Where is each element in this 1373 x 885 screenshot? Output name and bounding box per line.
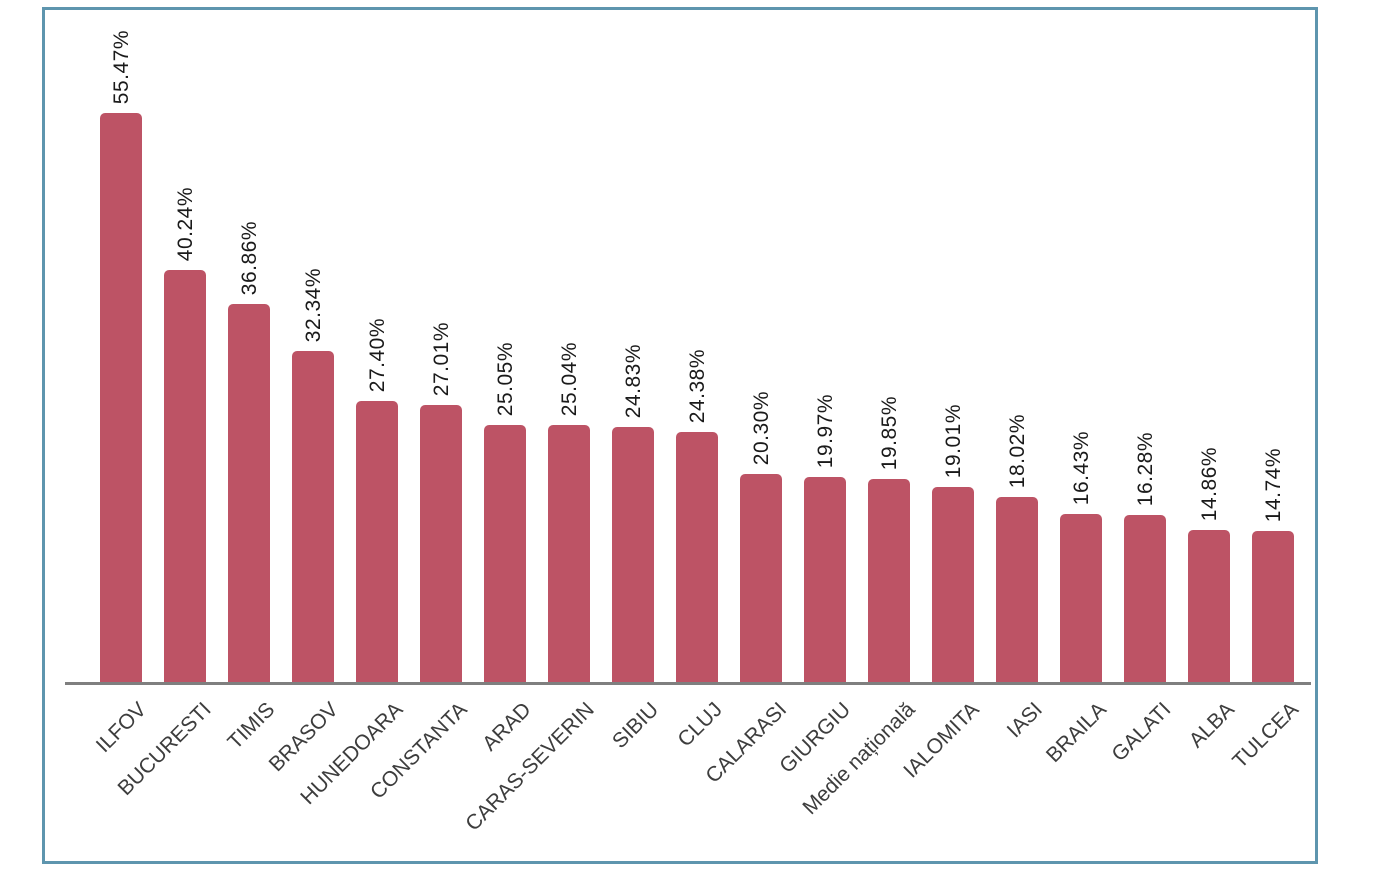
- bar-value-label: 16.28%: [1133, 431, 1157, 506]
- bar: [1124, 515, 1166, 682]
- bar-column: 36.86%: [228, 221, 270, 682]
- bar: [1252, 531, 1294, 682]
- bar-chart: 55.47% 40.24% 36.86% 32.34% 27.40% 27.01% 25.0…: [45, 10, 1315, 861]
- bar: [1188, 530, 1230, 682]
- x-tick-label: TIMIS: [223, 698, 280, 754]
- bar-column: 55.47%: [100, 30, 142, 682]
- bar: [484, 425, 526, 682]
- bar-value-label: 18.02%: [1005, 413, 1029, 488]
- bar: [100, 113, 142, 682]
- bar-column: 16.28%: [1124, 432, 1166, 682]
- x-tick-label: TULCEA: [1228, 698, 1304, 773]
- bar: [996, 497, 1038, 682]
- x-tick-label: CLUJ: [673, 698, 728, 752]
- x-tick-label: IASI: [1002, 698, 1048, 743]
- bar: [164, 270, 206, 682]
- bar: [548, 425, 590, 682]
- bar-column: 27.01%: [420, 322, 462, 682]
- bar-column: 24.83%: [612, 344, 654, 682]
- bar-column: 19.01%: [932, 404, 974, 682]
- x-tick-label: ARAD: [477, 698, 536, 756]
- x-tick-label: Medie națională: [798, 698, 920, 820]
- bar-value-label: 20.30%: [749, 390, 773, 465]
- bar-value-label: 27.40%: [365, 317, 389, 392]
- chart-panel: 55.47% 40.24% 36.86% 32.34% 27.40% 27.01% 25.0…: [42, 7, 1318, 864]
- bar-value-label: 27.01%: [429, 321, 453, 396]
- bar-column: 24.38%: [676, 349, 718, 682]
- bar-column: 14.86%: [1188, 447, 1230, 682]
- bar-value-label: 55.47%: [109, 29, 133, 104]
- bar-value-label: 19.97%: [813, 393, 837, 468]
- bar-value-label: 14.74%: [1261, 447, 1285, 522]
- bar: [292, 351, 334, 682]
- bar: [804, 477, 846, 682]
- bar-column: 19.97%: [804, 394, 846, 682]
- x-axis-line: [65, 682, 1311, 685]
- bar: [228, 304, 270, 682]
- bar-column: 16.43%: [1060, 431, 1102, 682]
- bar: [932, 487, 974, 682]
- x-tick-label: GALATI: [1107, 698, 1176, 766]
- bar-value-label: 16.43%: [1069, 430, 1093, 505]
- x-tick-label: ALBA: [1185, 698, 1240, 753]
- bar-value-label: 24.83%: [621, 343, 645, 418]
- bar-value-label: 32.34%: [301, 267, 325, 342]
- bar: [1060, 514, 1102, 682]
- bar-value-label: 25.04%: [557, 341, 581, 416]
- bar: [612, 427, 654, 682]
- bar-column: 19.85%: [868, 396, 910, 682]
- bar: [420, 405, 462, 682]
- bar-column: 25.04%: [548, 342, 590, 682]
- bar: [868, 479, 910, 682]
- bar-value-label: 14.86%: [1197, 446, 1221, 521]
- bar-value-label: 24.38%: [685, 348, 709, 423]
- bar-value-label: 36.86%: [237, 220, 261, 295]
- bar-value-label: 19.85%: [877, 395, 901, 470]
- bar-column: 40.24%: [164, 187, 206, 682]
- bar-column: 18.02%: [996, 414, 1038, 682]
- bar-value-label: 25.05%: [493, 341, 517, 416]
- bar-column: 25.05%: [484, 342, 526, 682]
- bar-column: 27.40%: [356, 318, 398, 682]
- bar: [356, 401, 398, 682]
- bar-value-label: 40.24%: [173, 186, 197, 261]
- bar: [676, 432, 718, 682]
- x-tick-label: SIBIU: [608, 698, 664, 754]
- bar-column: 20.30%: [740, 391, 782, 682]
- bar-value-label: 19.01%: [941, 403, 965, 478]
- x-tick-label: BRAILA: [1042, 698, 1112, 768]
- bar: [740, 474, 782, 682]
- bar-column: 32.34%: [292, 268, 334, 682]
- bar-column: 14.74%: [1252, 448, 1294, 682]
- x-tick-label: ILFOV: [92, 698, 152, 758]
